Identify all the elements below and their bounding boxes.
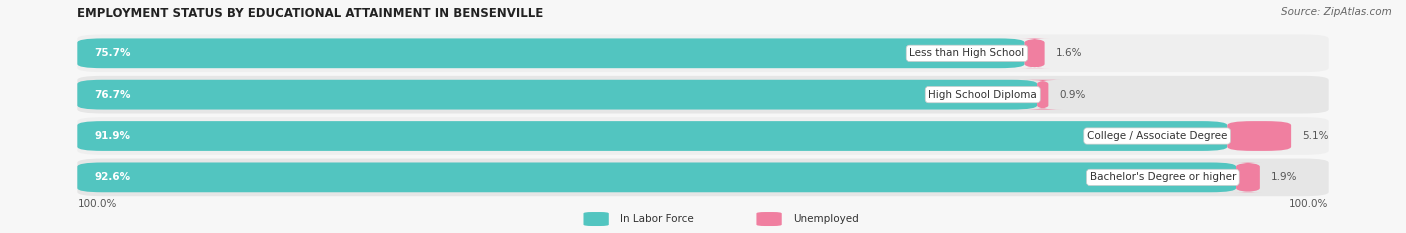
FancyBboxPatch shape [1024,80,1063,110]
FancyBboxPatch shape [756,212,782,226]
Text: 0.9%: 0.9% [1060,90,1085,100]
Text: Source: ZipAtlas.com: Source: ZipAtlas.com [1281,7,1392,17]
Text: 75.7%: 75.7% [94,48,131,58]
Text: EMPLOYMENT STATUS BY EDUCATIONAL ATTAINMENT IN BENSENVILLE: EMPLOYMENT STATUS BY EDUCATIONAL ATTAINM… [77,7,544,20]
FancyBboxPatch shape [77,38,1025,68]
Text: Unemployed: Unemployed [793,214,859,224]
Text: 100.0%: 100.0% [1289,199,1329,209]
Text: 5.1%: 5.1% [1302,131,1329,141]
Text: High School Diploma: High School Diploma [928,90,1038,100]
Text: 76.7%: 76.7% [94,90,131,100]
FancyBboxPatch shape [77,76,1329,113]
Text: Less than High School: Less than High School [910,48,1025,58]
Text: 1.9%: 1.9% [1271,172,1298,182]
Text: 91.9%: 91.9% [94,131,131,141]
Text: Bachelor's Degree or higher: Bachelor's Degree or higher [1090,172,1236,182]
FancyBboxPatch shape [77,158,1329,196]
FancyBboxPatch shape [77,162,1236,192]
FancyBboxPatch shape [77,117,1329,155]
FancyBboxPatch shape [77,34,1329,72]
FancyBboxPatch shape [1234,162,1261,192]
Text: In Labor Force: In Labor Force [620,214,693,224]
FancyBboxPatch shape [583,212,609,226]
FancyBboxPatch shape [77,121,1227,151]
Text: 1.6%: 1.6% [1056,48,1083,58]
Text: 100.0%: 100.0% [77,199,117,209]
FancyBboxPatch shape [1019,38,1050,68]
Text: 92.6%: 92.6% [94,172,131,182]
FancyBboxPatch shape [77,80,1038,110]
FancyBboxPatch shape [1227,121,1291,151]
Text: College / Associate Degree: College / Associate Degree [1087,131,1227,141]
